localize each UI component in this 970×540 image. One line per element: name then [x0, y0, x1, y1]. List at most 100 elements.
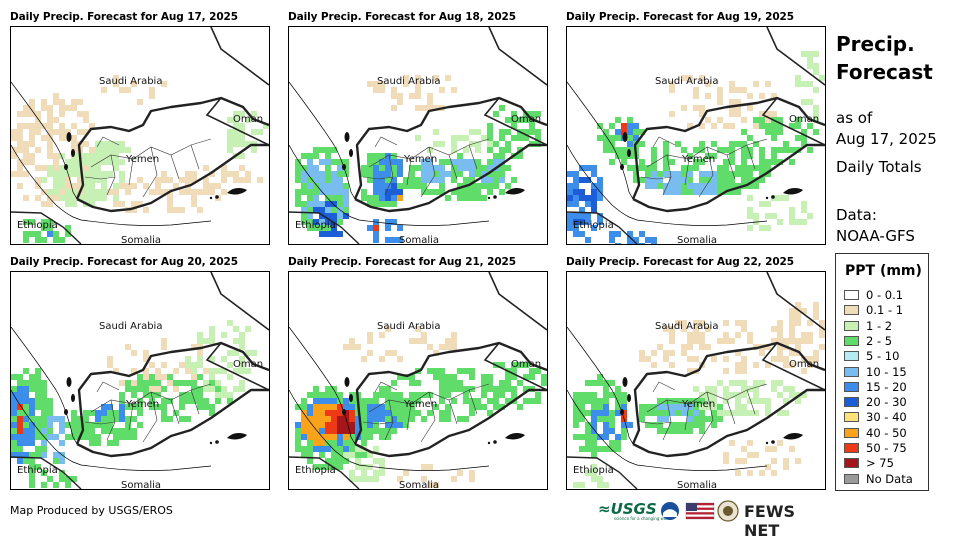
precip-cell	[529, 123, 535, 129]
precip-cell	[301, 416, 307, 422]
precip-cell	[179, 177, 185, 183]
precip-cell	[801, 135, 807, 141]
precip-cell	[221, 165, 227, 171]
precip-cell	[101, 87, 107, 93]
precip-cell	[325, 428, 331, 434]
precip-cell	[579, 482, 585, 488]
precip-cell	[337, 159, 343, 165]
precip-cell	[463, 189, 469, 195]
precip-cell	[663, 147, 669, 153]
precip-cell	[487, 171, 493, 177]
precip-cell	[687, 123, 693, 129]
precip-cell	[457, 195, 463, 201]
precip-cell	[717, 189, 723, 195]
precip-cell	[777, 117, 783, 123]
precip-cell	[795, 344, 801, 350]
precip-cell	[609, 428, 615, 434]
precip-cell	[409, 177, 415, 183]
precip-cell	[573, 398, 579, 404]
island	[64, 164, 68, 170]
precip-cell	[693, 189, 699, 195]
precip-cell	[427, 189, 433, 195]
precip-cell	[457, 153, 463, 159]
precip-cell	[801, 207, 807, 213]
precip-cell	[209, 189, 215, 195]
label-ethiopia: Ethiopia	[573, 465, 614, 476]
precip-cell	[149, 362, 155, 368]
precip-cell	[705, 183, 711, 189]
map-frame: Saudi Arabia Oman Yemen Ethiopia Somalia	[10, 26, 270, 245]
precip-cell	[639, 356, 645, 362]
precip-cell	[65, 177, 71, 183]
precip-cell	[41, 482, 47, 488]
precip-cell	[367, 410, 373, 416]
precip-cell	[29, 428, 35, 434]
precip-cell	[517, 135, 523, 141]
precip-cell	[615, 398, 621, 404]
precip-cell	[101, 195, 107, 201]
precip-cell	[807, 332, 813, 338]
socotra-island	[783, 188, 803, 195]
island	[209, 196, 213, 200]
precip-cell	[681, 183, 687, 189]
precip-cell	[47, 123, 53, 129]
precip-cell	[373, 159, 379, 165]
precip-cell	[475, 195, 481, 201]
precip-cell	[789, 123, 795, 129]
precip-cell	[41, 225, 47, 231]
label-saudi-arabia: Saudi Arabia	[99, 321, 162, 332]
red-sea-coast	[11, 326, 78, 445]
precip-cell	[331, 183, 337, 189]
precip-cell	[741, 141, 747, 147]
label-somalia: Somalia	[121, 235, 161, 244]
precip-cell	[463, 159, 469, 165]
legend-label: 40 - 50	[866, 425, 907, 440]
precip-cell	[741, 326, 747, 332]
precip-cell	[203, 165, 209, 171]
precip-cell	[53, 153, 59, 159]
precip-cell	[349, 470, 355, 476]
precip-cell	[137, 404, 143, 410]
precip-cell	[53, 195, 59, 201]
precip-cell	[481, 135, 487, 141]
island	[493, 440, 497, 444]
precip-cell	[23, 141, 29, 147]
precip-cell	[23, 452, 29, 458]
precip-cell	[813, 356, 819, 362]
precip-cell	[233, 171, 239, 177]
precip-cell	[397, 93, 403, 99]
precip-cell	[239, 123, 245, 129]
precip-cell	[307, 189, 313, 195]
precip-cell	[301, 446, 307, 452]
precip-cell	[77, 195, 83, 201]
precip-cell	[487, 147, 493, 153]
precip-cell	[319, 392, 325, 398]
precip-cell	[795, 314, 801, 320]
label-yemen: Yemen	[403, 399, 437, 410]
precip-cell	[397, 183, 403, 189]
precip-cell	[415, 93, 421, 99]
precip-cell	[699, 320, 705, 326]
precip-cell	[343, 428, 349, 434]
precip-cell	[511, 368, 517, 374]
island	[493, 195, 497, 199]
precip-cell	[325, 159, 331, 165]
precip-cell	[445, 195, 451, 201]
precip-cell	[457, 380, 463, 386]
precip-cell	[741, 117, 747, 123]
precip-cell	[325, 153, 331, 159]
precip-cell	[191, 189, 197, 195]
precip-cell	[765, 111, 771, 117]
precip-cell	[445, 380, 451, 386]
precip-cell	[143, 350, 149, 356]
precip-cell	[191, 380, 197, 386]
label-oman: Oman	[233, 114, 263, 125]
precip-cell	[475, 159, 481, 165]
precip-cell	[747, 410, 753, 416]
precip-cell	[445, 374, 451, 380]
precip-cell	[505, 147, 511, 153]
precip-cell	[355, 428, 361, 434]
precip-cell	[585, 428, 591, 434]
precip-cell	[753, 362, 759, 368]
precip-cell	[747, 470, 753, 476]
